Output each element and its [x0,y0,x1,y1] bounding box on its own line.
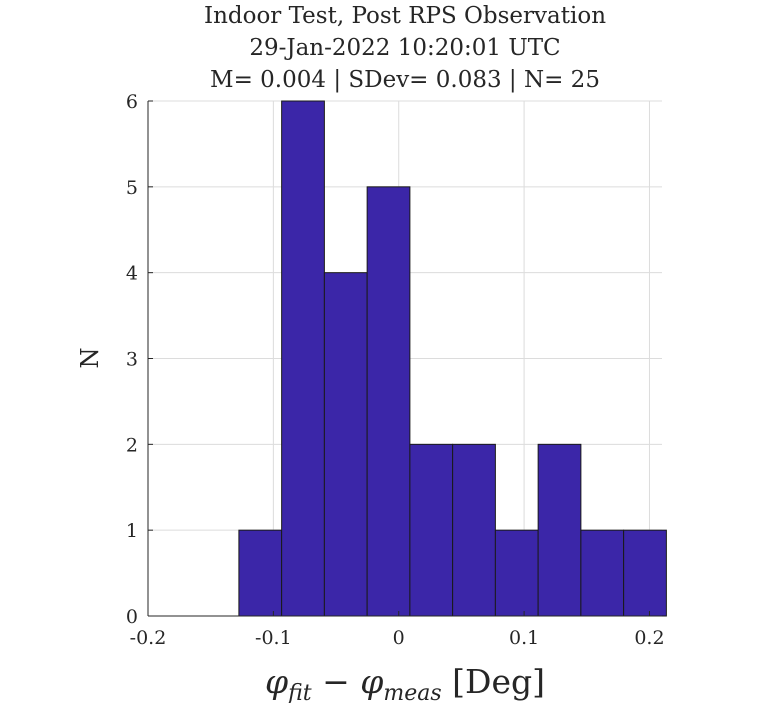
y-axis-label: N [76,348,104,369]
y-tick-label: 2 [126,434,138,456]
histogram-bar-1 [238,529,283,617]
histogram-bar-10 [623,529,667,617]
histogram-bar-6 [452,443,496,617]
chart-title-line-3: M= 0.004 | SDev= 0.083 | N= 25 [210,67,600,93]
y-axis-ticks: 0 1 2 3 4 5 6 [126,91,153,628]
histogram-bar-2 [281,100,325,617]
x-tick-label: 0 [393,627,405,649]
histogram-bar-7 [494,529,539,617]
y-tick-label: 4 [126,263,138,285]
y-tick-label: 6 [126,91,138,113]
histogram-bar-5 [409,443,454,617]
chart-title-line-2: 29-Jan-2022 10:20:01 UTC [249,35,560,61]
x-label-sub-meas: meas [383,681,441,703]
x-axis-label: φfit − φmeas [Deg] [265,662,545,703]
x-tick-label: 0.1 [509,627,539,649]
x-tick-label: -0.2 [130,627,167,649]
y-tick-label: 5 [126,177,138,199]
x-label-phi-2: φ [360,662,383,701]
y-tick-label: 0 [126,606,138,628]
x-tick-label: -0.1 [255,627,292,649]
y-tick-label: 3 [126,349,138,371]
histogram-bar-4 [366,186,411,617]
x-label-minus: − [312,662,361,701]
chart-title: Indoor Test, Post RPS Observation 29-Jan… [204,3,606,93]
histogram-bar-9 [580,529,625,617]
chart-title-line-1: Indoor Test, Post RPS Observation [204,3,606,29]
x-label-unit: [Deg] [442,662,545,701]
x-tick-label: 0.2 [634,627,664,649]
y-tick-label: 1 [126,520,138,542]
histogram-bar-3 [323,272,368,617]
histogram-bars [238,100,667,617]
x-label-phi-1: φ [265,662,288,701]
x-axis-ticks: -0.2 -0.1 0 0.1 0.2 [130,611,665,649]
histogram-bar-8 [537,443,582,617]
x-label-sub-fit: fit [286,681,312,703]
